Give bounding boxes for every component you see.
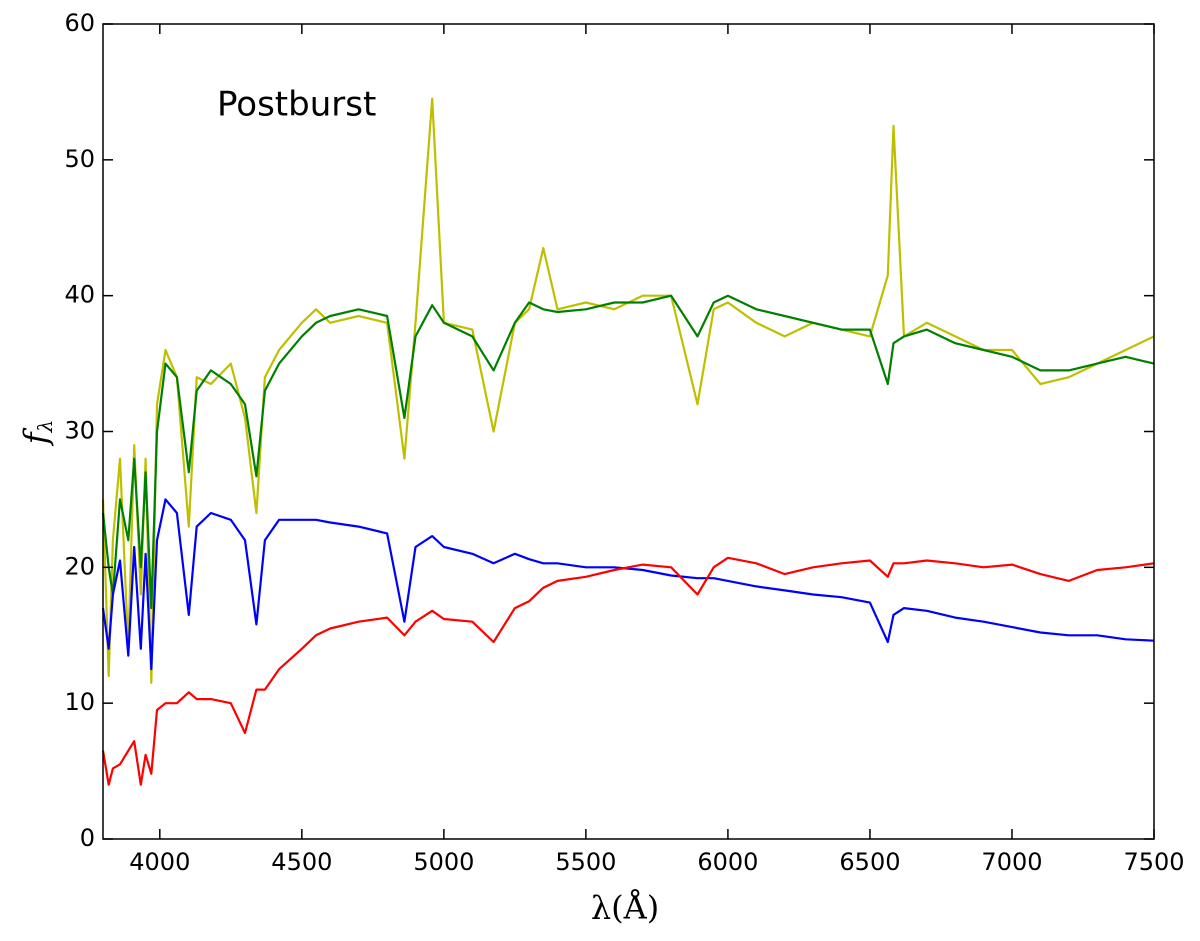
y-tick-label: 30 bbox=[64, 417, 95, 445]
x-tick-label: 7500 bbox=[1123, 848, 1184, 876]
x-tick-label: 5500 bbox=[555, 848, 616, 876]
x-tick-label: 4500 bbox=[271, 848, 332, 876]
annotation: Postburst bbox=[217, 85, 376, 125]
y-tick-label: 10 bbox=[64, 688, 95, 716]
y-tick-label: 20 bbox=[64, 552, 95, 580]
y-axis-label-sub: λ bbox=[33, 420, 57, 434]
x-tick-label: 7000 bbox=[981, 848, 1042, 876]
series-line bbox=[101, 498, 1155, 671]
y-tick-label: 0 bbox=[80, 824, 95, 852]
series-line bbox=[101, 97, 1155, 684]
series-line bbox=[101, 556, 1155, 786]
x-axis-label: λ(Å) bbox=[591, 889, 659, 927]
y-tick-label: 50 bbox=[64, 145, 95, 173]
x-tick-label: 5000 bbox=[413, 848, 474, 876]
y-tick-label: 40 bbox=[64, 281, 95, 309]
x-tick-label: 6500 bbox=[839, 848, 900, 876]
y-axis-label-group: fλ bbox=[17, 420, 57, 447]
y-tick-label: 60 bbox=[64, 9, 95, 37]
series-line bbox=[101, 294, 1155, 610]
x-tick-label: 4000 bbox=[129, 848, 190, 876]
x-tick-label: 6000 bbox=[697, 848, 758, 876]
y-axis-label: fλ bbox=[17, 420, 57, 447]
